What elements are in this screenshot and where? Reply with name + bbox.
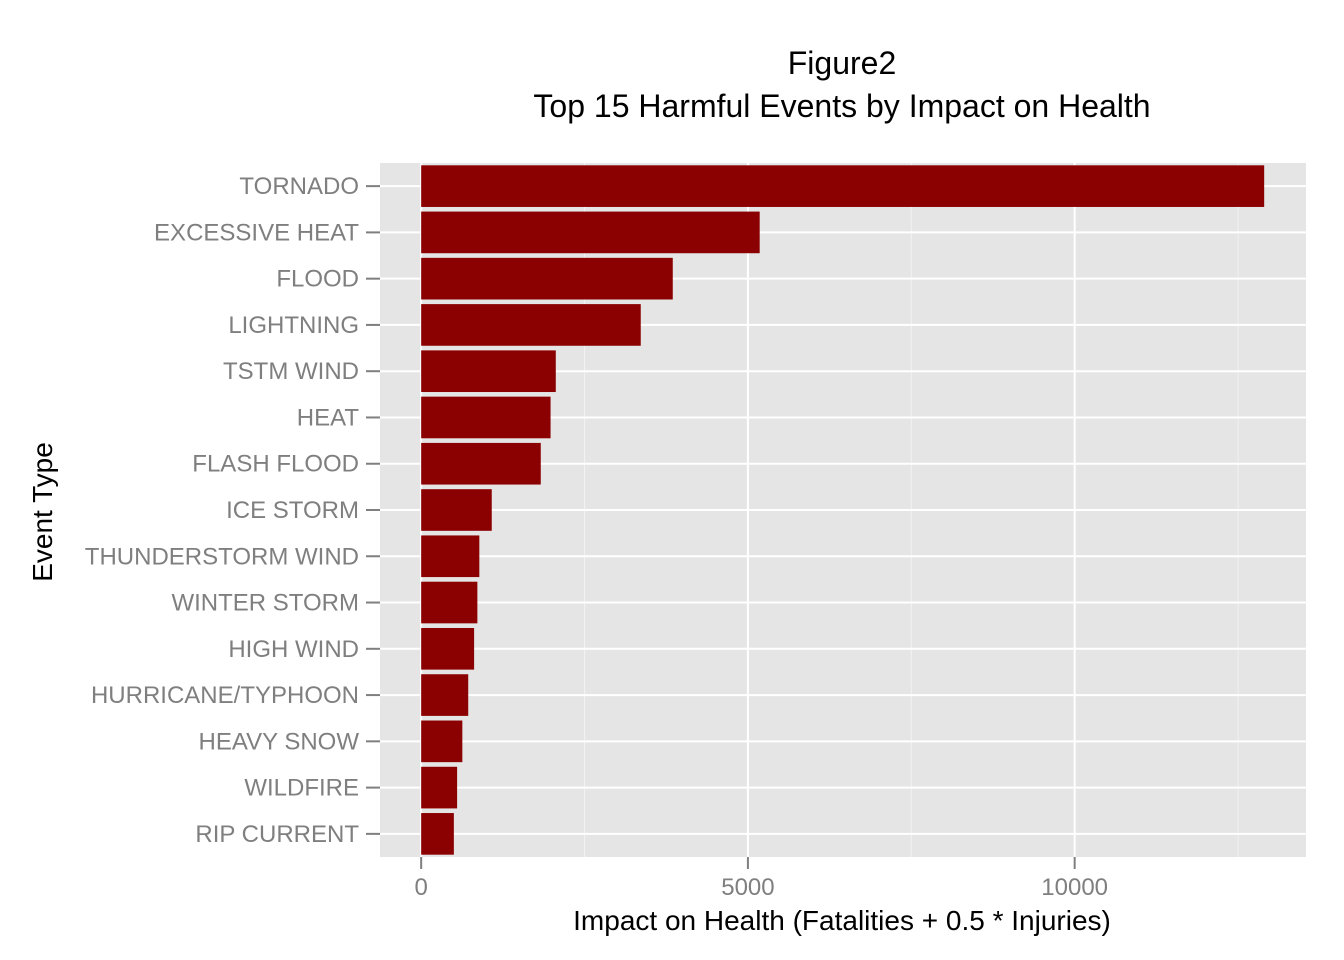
y-tick-label: HURRICANE/TYPHOON [91, 682, 359, 709]
bar-flash-flood [421, 442, 541, 485]
bar-wildfire [421, 766, 458, 809]
x-axis-title: Impact on Health (Fatalities + 0.5 * Inj… [573, 905, 1111, 936]
y-tick-label: WINTER STORM [171, 590, 359, 617]
y-axis-title: Event Type [27, 442, 58, 582]
y-tick-label: TSTM WIND [223, 358, 359, 385]
bar-flood [421, 257, 673, 300]
y-axis: TORNADO EXCESSIVE HEAT FLOOD LIGHTNING TSTM … [85, 173, 380, 848]
bar-tornado [421, 165, 1265, 207]
bar-high-wind [421, 627, 475, 670]
y-tick-label: EXCESSIVE HEAT [154, 219, 359, 246]
bar-hurricane-typhoon [421, 674, 469, 716]
bar-tstm-wind [421, 350, 556, 393]
y-tick-label: LIGHTNING [228, 312, 359, 339]
bar-rip-current [421, 813, 454, 855]
chart-subtitle: Top 15 Harmful Events by Impact on Healt… [533, 88, 1150, 124]
y-tick-label: HEAT [297, 404, 360, 431]
bar-lightning [421, 304, 641, 346]
y-tick-label: HIGH WIND [228, 636, 359, 663]
x-tick-label: 10000 [1041, 874, 1108, 901]
y-tick-label: THUNDERSTORM WIND [85, 543, 359, 570]
bar-winter-storm [421, 581, 478, 624]
bar-thunderstorm-wind [421, 535, 480, 578]
x-tick-label: 5000 [721, 874, 774, 901]
x-axis: 0 5000 10000 [414, 857, 1108, 901]
y-tick-label: RIP CURRENT [195, 821, 359, 848]
y-tick-label: FLASH FLOOD [192, 451, 359, 478]
bar-heat [421, 396, 551, 439]
y-tick-label: TORNADO [239, 173, 359, 200]
y-tick-label: FLOOD [276, 266, 359, 293]
y-tick-label: HEAVY SNOW [199, 728, 360, 755]
bar-ice-storm [421, 489, 492, 531]
x-tick-label: 0 [414, 874, 427, 901]
bar-heavy-snow [421, 720, 463, 763]
y-tick-label: ICE STORM [226, 497, 359, 524]
bar-excessive-heat [421, 211, 760, 254]
chart-title: Figure2 [788, 45, 897, 81]
bars [421, 165, 1265, 855]
y-tick-label: WILDFIRE [244, 775, 359, 802]
